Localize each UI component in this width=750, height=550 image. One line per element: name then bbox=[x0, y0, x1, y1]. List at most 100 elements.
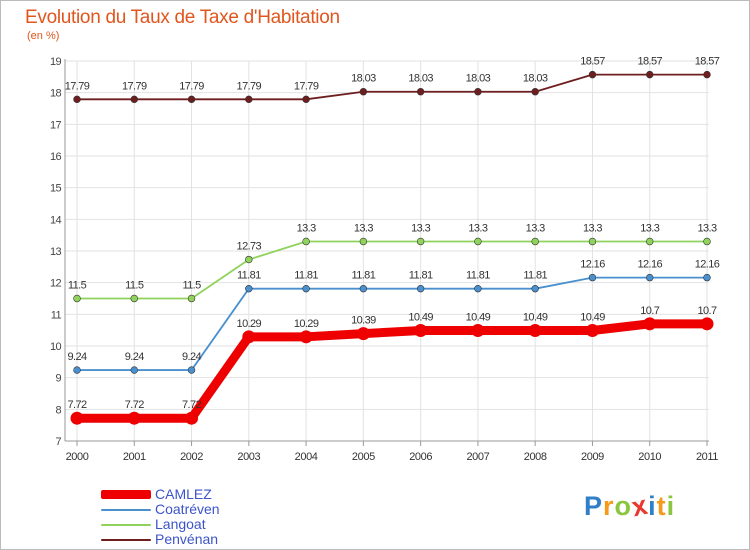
data-label: 9.24 bbox=[67, 351, 86, 363]
x-tick-label: 2007 bbox=[466, 451, 489, 463]
data-label: 10.7 bbox=[697, 305, 716, 317]
data-label: 17.79 bbox=[122, 80, 147, 92]
data-point bbox=[127, 411, 141, 425]
data-label: 17.79 bbox=[65, 80, 90, 92]
x-tick-label: 2006 bbox=[409, 451, 432, 463]
data-label: 10.39 bbox=[351, 315, 376, 327]
data-point bbox=[187, 95, 196, 104]
data-point bbox=[73, 294, 81, 303]
data-label: 11.81 bbox=[237, 270, 261, 282]
y-tick-label: 7 bbox=[55, 436, 61, 448]
data-label: 10.7 bbox=[640, 305, 659, 317]
series-line bbox=[76, 240, 708, 300]
logo-letter: o bbox=[614, 491, 633, 521]
legend-label: Langoat bbox=[155, 516, 206, 532]
x-tick-label: 2005 bbox=[352, 451, 375, 463]
legend-label: Penvénan bbox=[155, 531, 219, 547]
series-line bbox=[72, 319, 712, 423]
data-point bbox=[359, 88, 368, 96]
data-label: 18.57 bbox=[695, 56, 720, 68]
legend-label: CAMLEZ bbox=[155, 486, 212, 502]
legend-item: Langoat bbox=[101, 517, 220, 532]
data-point bbox=[245, 284, 253, 293]
data-point bbox=[245, 255, 253, 264]
data-label: 11.81 bbox=[523, 270, 547, 282]
data-point bbox=[359, 284, 368, 293]
y-tick-label: 18 bbox=[50, 88, 62, 100]
x-tick-label: 2010 bbox=[638, 451, 661, 463]
data-point bbox=[302, 237, 310, 246]
series-line bbox=[76, 73, 708, 101]
data-label: 11.81 bbox=[352, 270, 376, 282]
legend-swatch bbox=[101, 523, 151, 526]
y-tick-label: 12 bbox=[50, 278, 62, 290]
data-point bbox=[130, 366, 138, 374]
legend: CAMLEZ Coatréven Langoat Penvénan bbox=[101, 487, 220, 547]
data-point bbox=[703, 70, 711, 79]
logo-letter: t bbox=[656, 491, 667, 521]
data-label: 13.3 bbox=[297, 223, 316, 235]
y-tick-label: 17 bbox=[50, 119, 62, 131]
data-point bbox=[302, 284, 310, 293]
x-tick-label: 2000 bbox=[66, 451, 89, 463]
data-label: 13.3 bbox=[354, 223, 373, 235]
data-label: 13.3 bbox=[697, 223, 716, 235]
legend-label: Coatréven bbox=[155, 501, 220, 517]
logo-letter: r bbox=[603, 491, 615, 521]
data-point bbox=[703, 237, 711, 246]
data-label: 11.5 bbox=[125, 280, 144, 292]
data-label: 12.16 bbox=[580, 259, 605, 271]
data-point bbox=[588, 70, 597, 79]
legend-swatch bbox=[101, 490, 151, 499]
data-label: 11.81 bbox=[294, 270, 318, 282]
data-label: 18.03 bbox=[466, 73, 491, 85]
data-point bbox=[646, 273, 654, 282]
data-point bbox=[73, 95, 81, 104]
proxiti-logo: Proxiti bbox=[584, 490, 675, 523]
data-label: 13.3 bbox=[411, 223, 430, 235]
y-tick-label: 13 bbox=[50, 246, 62, 258]
data-point bbox=[185, 411, 199, 425]
data-point bbox=[700, 317, 714, 331]
data-label: 7.72 bbox=[67, 399, 86, 411]
legend-swatch bbox=[101, 538, 151, 541]
data-label: 13.3 bbox=[526, 223, 545, 235]
x-tick-label: 2001 bbox=[123, 451, 146, 463]
x-tick-label: 2002 bbox=[180, 451, 203, 463]
data-point bbox=[416, 237, 425, 246]
y-tick-label: 19 bbox=[50, 56, 62, 68]
data-label: 10.29 bbox=[237, 318, 262, 330]
data-point bbox=[703, 273, 711, 282]
data-label: 11.81 bbox=[466, 270, 490, 282]
data-point bbox=[585, 323, 599, 337]
data-point bbox=[187, 366, 196, 374]
data-label: 10.49 bbox=[408, 311, 433, 323]
y-tick-label: 11 bbox=[51, 309, 62, 321]
data-point bbox=[531, 237, 539, 246]
legend-item: Penvénan bbox=[101, 532, 220, 547]
data-label: 11.81 bbox=[409, 270, 433, 282]
data-label: 18.03 bbox=[351, 73, 376, 85]
data-point bbox=[474, 237, 482, 246]
data-label: 11.5 bbox=[68, 280, 87, 292]
data-point bbox=[187, 294, 196, 303]
y-tick-label: 14 bbox=[50, 214, 62, 226]
data-point bbox=[474, 284, 482, 293]
data-label: 18.03 bbox=[523, 73, 548, 85]
y-tick-label: 8 bbox=[55, 404, 61, 416]
series-line bbox=[76, 276, 708, 371]
x-tick-label: 2011 bbox=[696, 451, 718, 463]
data-label: 7.72 bbox=[125, 399, 144, 411]
data-point bbox=[70, 411, 84, 425]
data-point bbox=[588, 273, 597, 282]
y-tick-label: 16 bbox=[50, 151, 62, 163]
logo-letter: P bbox=[584, 491, 604, 521]
data-point bbox=[474, 88, 482, 96]
data-label: 13.3 bbox=[583, 223, 602, 235]
data-point bbox=[646, 70, 654, 79]
data-label: 11.5 bbox=[182, 280, 201, 292]
data-label: 17.79 bbox=[179, 80, 204, 92]
data-label: 10.49 bbox=[466, 311, 491, 323]
